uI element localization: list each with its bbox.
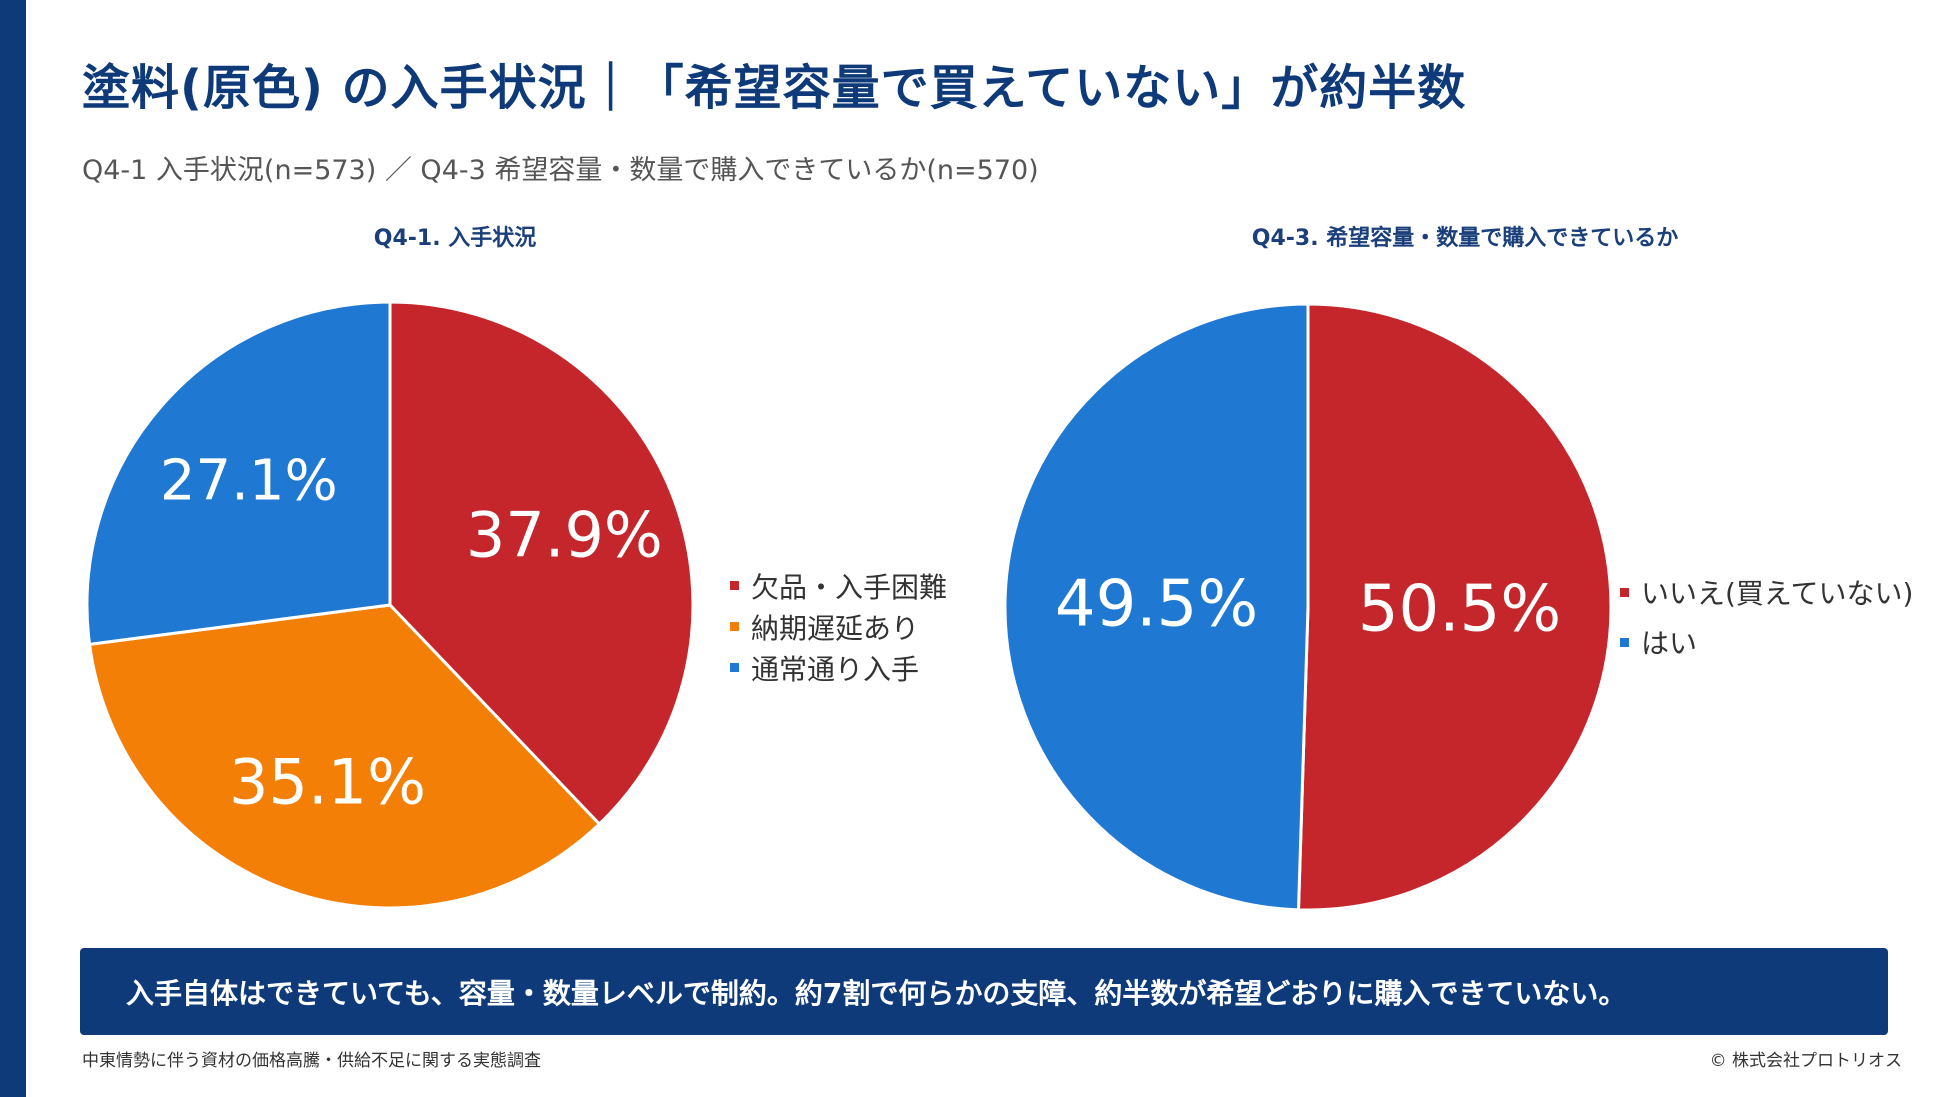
legend-swatch: [1620, 637, 1629, 647]
left-accent-bar: [0, 0, 26, 1097]
pie-slice-1: [87, 603, 602, 910]
legend-item-1: はい: [1620, 617, 1913, 667]
pie-chart-q4-1: 37.9% 35.1% 27.1%: [85, 300, 695, 910]
pie-slice-0: [388, 300, 695, 827]
legend-item-0: いいえ(買えていない): [1620, 567, 1913, 617]
legend-q4-3: いいえ(買えていない) はい: [1620, 567, 1913, 667]
pie-data-label-1: 35.1%: [229, 746, 426, 819]
legend-swatch: [730, 622, 739, 631]
pie-data-label-2: 27.1%: [160, 449, 338, 514]
legend-item-0: 欠品・入手困難: [730, 565, 947, 606]
pie-slice-2: [85, 300, 392, 647]
legend-swatch: [1620, 587, 1629, 597]
legend-label: いいえ(買えていない): [1641, 577, 1914, 610]
page-subtitle: Q4-1 入手状況(n=573) ／ Q4-3 希望容量・数量で購入できているか…: [82, 155, 1039, 186]
pie-data-label-1: 49.5%: [1055, 568, 1258, 642]
chart-title-q4-3: Q4-3. 希望容量・数量で購入できているか: [1251, 226, 1679, 251]
pie-data-label-0: 50.5%: [1358, 572, 1561, 646]
summary-text: 入手自体はできていても、容量・数量レベルで制約。約7割で何らかの支障、約半数が希…: [126, 976, 1627, 1010]
legend-item-1: 納期遅延あり: [730, 606, 947, 647]
pie-data-label-0: 37.9%: [466, 499, 663, 572]
chart-title-q4-1: Q4-1. 入手状況: [373, 226, 537, 251]
legend-item-2: 通常通り入手: [730, 647, 947, 688]
summary-banner: 入手自体はできていても、容量・数量レベルで制約。約7割で何らかの支障、約半数が希…: [80, 948, 1888, 1035]
legend-label: はい: [1641, 627, 1698, 660]
legend-q4-1: 欠品・入手困難 納期遅延あり 通常通り入手: [730, 565, 947, 688]
pie-slice-0: [1296, 302, 1613, 912]
pie-chart-q4-3: 50.5% 49.5%: [1003, 302, 1613, 912]
legend-swatch: [730, 581, 739, 590]
legend-swatch: [730, 663, 739, 672]
pie-slice-1: [1003, 302, 1310, 912]
source-note: 中東情勢に伴う資材の価格高騰・供給不足に関する実態調査: [82, 1051, 541, 1071]
legend-label: 納期遅延あり: [751, 611, 920, 645]
copyright: © 株式会社プロトリオス: [1709, 1051, 1902, 1071]
page-title: 塗料(原色) の入手状況｜「希望容量で買えていない」が約半数: [82, 60, 1467, 116]
legend-label: 通常通り入手: [751, 652, 920, 686]
legend-label: 欠品・入手困難: [751, 570, 948, 604]
